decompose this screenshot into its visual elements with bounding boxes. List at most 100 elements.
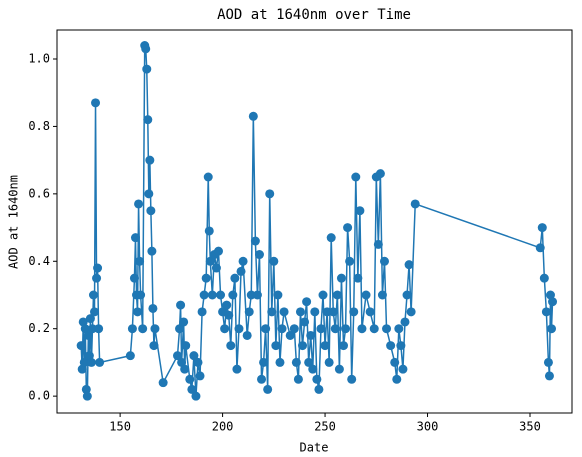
data-point [80,324,90,334]
data-point [298,341,308,351]
x-tick-label: 250 [314,420,336,434]
x-tick-label: 350 [519,420,541,434]
data-point [361,290,371,300]
data-point [224,310,234,320]
data-point [310,307,320,317]
data-point [179,317,189,327]
data-point [285,330,295,340]
data-point [191,391,201,401]
data-point [204,226,214,236]
data-point [127,324,137,334]
data-point [326,233,336,243]
data-point [201,273,211,283]
data-point [273,290,283,300]
data-point [193,357,203,367]
data-point [230,273,240,283]
data-point [226,341,236,351]
data-point [147,246,157,256]
data-point [269,256,279,266]
data-point [539,273,549,283]
data-point [199,290,209,300]
data-point [125,351,135,361]
data-point [129,273,139,283]
data-point [353,273,363,283]
x-tick-label: 150 [109,420,131,434]
data-point [175,324,185,334]
data-point [177,357,187,367]
data-point [541,307,551,317]
data-point [92,273,102,283]
data-point [535,243,545,253]
y-tick-label: 0.0 [28,389,50,403]
data-point [347,374,357,384]
data-point [185,374,195,384]
data-point [135,256,145,266]
data-point [158,378,168,388]
data-point [293,374,303,384]
data-point [248,111,258,121]
data-point [86,357,96,367]
data-point [130,233,140,243]
data-point [94,324,104,334]
data-point [312,374,322,384]
data-point [197,307,207,317]
data-point [406,307,416,317]
data-point [349,307,359,317]
data-point [308,364,318,374]
data-point [211,263,221,273]
data-point [322,307,332,317]
y-tick-label: 0.2 [28,321,50,335]
data-point [246,290,256,300]
data-point [141,44,151,54]
data-point [343,223,353,233]
data-point [150,324,160,334]
x-axis-label: Date [300,441,329,455]
data-point [238,256,248,266]
data-point [267,307,277,317]
data-point [236,266,246,276]
data-point [90,307,100,317]
data-point [318,290,328,300]
data-point [180,364,190,374]
data-point [265,189,275,199]
data-point [390,357,400,367]
data-point [134,199,144,209]
data-point [142,64,152,74]
data-point [261,324,271,334]
data-point [277,324,287,334]
data-point [220,324,230,334]
data-point [145,155,155,165]
data-point [400,317,410,327]
data-point [252,290,262,300]
data-point [398,364,408,374]
data-point [85,314,95,324]
data-point [547,324,557,334]
data-point [279,307,289,317]
y-tick-label: 0.8 [28,119,50,133]
data-point [232,364,242,374]
data-point [95,357,105,367]
data-point [334,364,344,374]
data-point [365,307,375,317]
data-point [392,374,402,384]
data-point [324,357,334,367]
data-point [263,384,273,394]
y-tick-label: 0.4 [28,254,50,268]
data-point [138,324,148,334]
data-point [369,324,379,334]
data-point [254,250,264,260]
y-axis-label: AOD at 1640nm [7,175,21,269]
data-point [82,391,92,401]
data-point [341,324,351,334]
data-point [543,357,553,367]
chart-title: AOD at 1640nm over Time [217,7,411,23]
data-point [144,189,154,199]
data-point [302,297,312,307]
data-point [244,307,254,317]
data-point [146,206,156,216]
data-point [355,206,365,216]
data-point [320,341,330,351]
data-point [87,324,97,334]
data-point [338,341,348,351]
